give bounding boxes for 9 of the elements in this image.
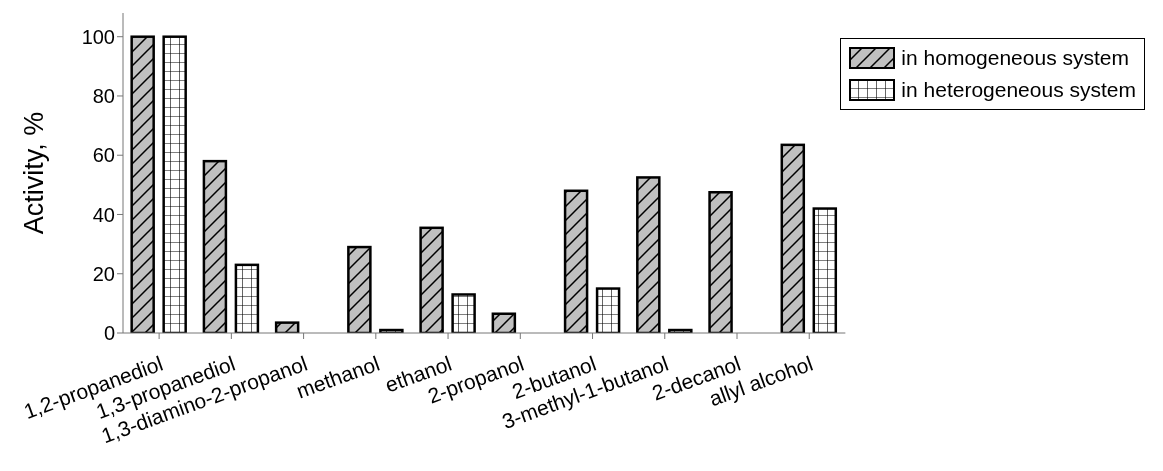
y-tick-label: 80 xyxy=(92,85,115,108)
y-tick-label: 0 xyxy=(103,322,115,345)
legend-label: in homogeneous system xyxy=(901,45,1129,71)
y-tick-label: 100 xyxy=(81,25,115,48)
y-tick-label: 20 xyxy=(92,262,115,285)
y-tick-label: 60 xyxy=(92,144,115,167)
y-tick-label: 40 xyxy=(92,203,115,226)
y-axis-title: Activity, % xyxy=(18,111,49,235)
legend-label: in heterogeneous system xyxy=(901,77,1136,103)
